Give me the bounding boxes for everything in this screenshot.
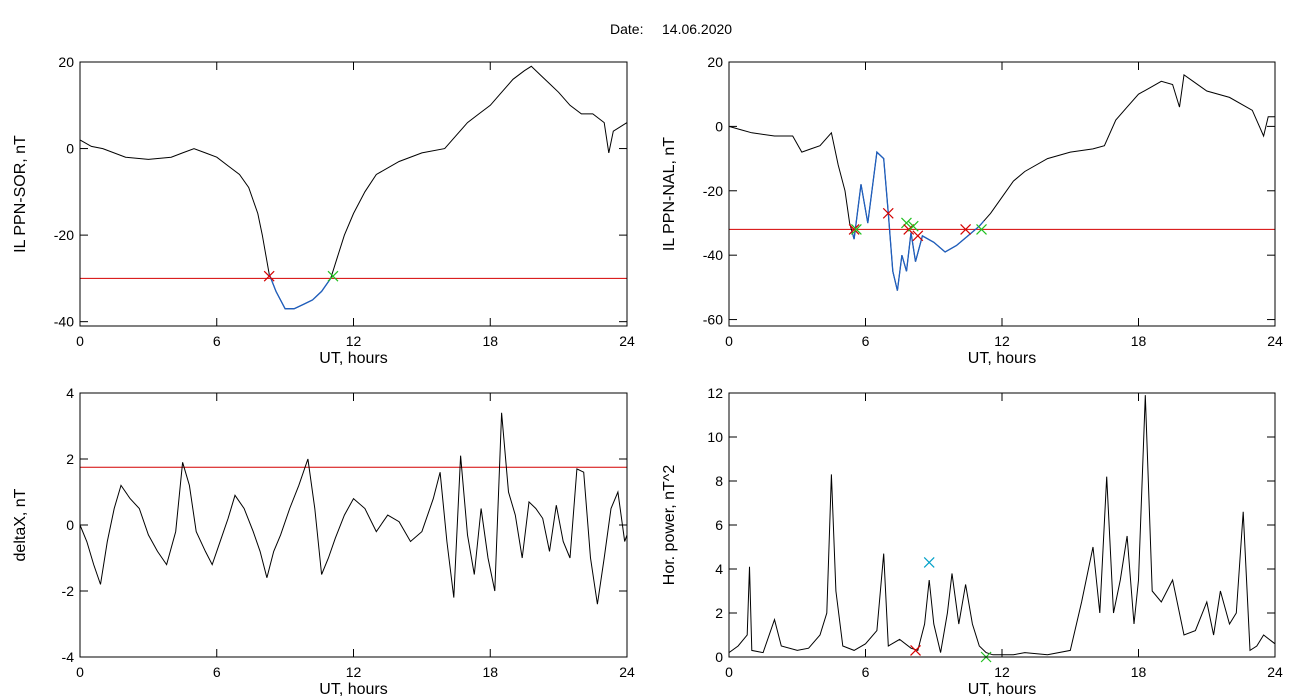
x-tick-label: 0 [725, 333, 733, 349]
date-label: Date: [610, 21, 643, 37]
x-axis-label: UT, hours [968, 681, 1036, 698]
series-line [728, 395, 1276, 656]
y-tick-label: -20 [703, 183, 723, 199]
x-tick-label: 18 [1131, 333, 1147, 349]
marker-stroke [912, 230, 924, 242]
marker-start [912, 230, 924, 242]
y-tick-label: 20 [58, 54, 74, 70]
date-heading: Date: 14.06.2020 [610, 21, 732, 37]
y-tick-label: 0 [66, 517, 74, 533]
y-tick-label: 8 [715, 473, 723, 489]
y-tick-label: 0 [715, 118, 723, 134]
series-line [79, 65, 628, 310]
plot-frame [728, 61, 1276, 327]
x-tick-label: 24 [619, 664, 635, 680]
y-tick-label: 4 [715, 561, 723, 577]
marker-stroke [923, 556, 935, 568]
y-tick-label: -2 [62, 583, 75, 599]
y-tick-label: 2 [66, 451, 74, 467]
x-tick-label: 12 [994, 664, 1010, 680]
x-tick-label: 24 [619, 333, 635, 349]
x-tick-label: 6 [862, 664, 870, 680]
y-tick-label: 2 [715, 605, 723, 621]
marker-peak [923, 556, 935, 568]
y-tick-label: -40 [54, 314, 74, 330]
series-line [728, 74, 1275, 291]
marker-end [850, 223, 862, 235]
marker-stroke [882, 207, 894, 219]
x-tick-label: 12 [994, 333, 1010, 349]
marker-stroke [848, 223, 860, 235]
below-threshold-segment [851, 150, 985, 291]
y-tick-label: 4 [66, 385, 74, 401]
marker-end [907, 220, 919, 232]
y-tick-label: 0 [715, 649, 723, 665]
x-axis-label: UT, hours [319, 681, 387, 698]
x-tick-label: 12 [346, 333, 362, 349]
x-tick-label: 18 [482, 664, 498, 680]
x-tick-label: 18 [482, 333, 498, 349]
x-tick-label: 0 [725, 664, 733, 680]
x-tick-label: 0 [76, 333, 84, 349]
marker-stroke [910, 644, 921, 656]
marker-start [848, 223, 860, 235]
x-tick-label: 6 [213, 333, 221, 349]
below-threshold-segment [268, 273, 332, 310]
y-tick-label: -4 [62, 649, 75, 665]
marker-start [910, 644, 921, 656]
marker-start [263, 270, 275, 282]
marker-end [901, 217, 912, 229]
y-tick-label: -60 [703, 312, 723, 328]
x-axis-label: UT, hours [968, 350, 1036, 367]
plot-frame [79, 61, 628, 327]
marker-stroke [263, 270, 275, 282]
chart-panel-il-sor: 0 6 12 18 24 -40 -20 0 20 UT, hours IL PPN-SOR, nT [12, 54, 635, 367]
y-tick-label: 0 [66, 141, 74, 157]
series-line [79, 412, 628, 605]
marker-end [327, 270, 339, 282]
date-value: 14.06.2020 [662, 21, 732, 37]
marker-start [882, 207, 894, 219]
y-axis-label: deltaX, nT [12, 488, 29, 561]
marker-stroke [327, 270, 339, 282]
plot-frame [728, 392, 1276, 658]
marker-stroke [901, 217, 912, 229]
x-tick-label: 0 [76, 664, 84, 680]
marker-end [976, 223, 987, 235]
marker-start [903, 223, 915, 235]
y-tick-label: -40 [703, 247, 723, 263]
y-axis-label: IL PPN-NAL, nT [661, 137, 678, 251]
y-tick-label: 10 [707, 429, 723, 445]
chart-panel-il-nal: 0 6 12 18 24 -60 -40 -20 0 20 UT, hours IL PPN-NAL,… [661, 54, 1283, 367]
marker-stroke [976, 223, 987, 235]
marker-stroke [960, 223, 972, 235]
y-tick-label: 12 [707, 385, 723, 401]
plot-frame [79, 392, 628, 658]
x-axis-label: UT, hours [319, 350, 387, 367]
marker-stroke [903, 223, 915, 235]
x-tick-label: 24 [1267, 664, 1283, 680]
y-tick-label: -20 [54, 227, 74, 243]
x-tick-label: 6 [862, 333, 870, 349]
y-tick-label: 20 [707, 54, 723, 70]
x-tick-label: 12 [346, 664, 362, 680]
marker-stroke [850, 223, 862, 235]
y-tick-label: 6 [715, 517, 723, 533]
marker-stroke [907, 220, 919, 232]
x-tick-label: 24 [1267, 333, 1283, 349]
y-axis-label: Hor. power, nT^2 [661, 465, 678, 586]
y-axis-label: IL PPN-SOR, nT [12, 135, 29, 253]
marker-start [960, 223, 972, 235]
x-tick-label: 18 [1131, 664, 1147, 680]
x-tick-label: 6 [213, 664, 221, 680]
